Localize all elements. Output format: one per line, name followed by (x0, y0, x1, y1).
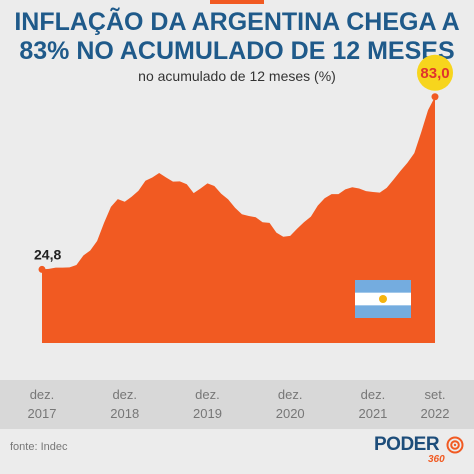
x-tick-1-line1: dez. (112, 387, 137, 402)
source-text: fonte: Indec (10, 441, 68, 453)
x-tick-3-line1: dez. (278, 387, 303, 402)
x-tick-4-line1: dez. (361, 387, 386, 402)
end-point (431, 93, 439, 101)
x-tick-1-line2: 2018 (110, 406, 139, 421)
start-point (38, 265, 46, 273)
brand-mark-icon (446, 436, 464, 454)
flag-bottom-band (355, 305, 411, 318)
chart-title: INFLAÇÃO DA ARGENTINA CHEGA A 83% NO ACU… (0, 8, 474, 66)
chart-title-line2: 83% NO ACUMULADO DE 12 MESES (19, 37, 455, 65)
x-tick-2-line2: 2019 (193, 406, 222, 421)
top-accent (210, 0, 264, 4)
x-tick-4-line2: 2021 (358, 406, 387, 421)
brand-logo: PODER 360 (374, 431, 470, 471)
x-tick-5-line1: set. (425, 387, 446, 402)
x-axis-band (0, 380, 474, 429)
x-tick-2-line1: dez. (195, 387, 220, 402)
x-tick-0-line1: dez. (30, 387, 55, 402)
x-tick-5-line2: 2022 (421, 406, 450, 421)
argentina-flag-icon (355, 280, 411, 318)
chart-subtitle: no acumulado de 12 meses (%) (138, 68, 336, 84)
brand-name: PODER (374, 434, 440, 455)
series-area (42, 96, 435, 344)
end-label-bubble (417, 54, 453, 91)
brand-sub: 360 (428, 454, 445, 465)
data-label-start: 24,8 (34, 246, 61, 262)
data-label-end: 83,0 (420, 65, 449, 82)
x-tick-0-line2: 2017 (28, 406, 57, 421)
flag-sun (379, 295, 387, 303)
x-tick-3-line2: 2020 (276, 406, 305, 421)
chart-title-line1: INFLAÇÃO DA ARGENTINA CHEGA A (14, 8, 460, 36)
flag-top-band (355, 280, 411, 293)
